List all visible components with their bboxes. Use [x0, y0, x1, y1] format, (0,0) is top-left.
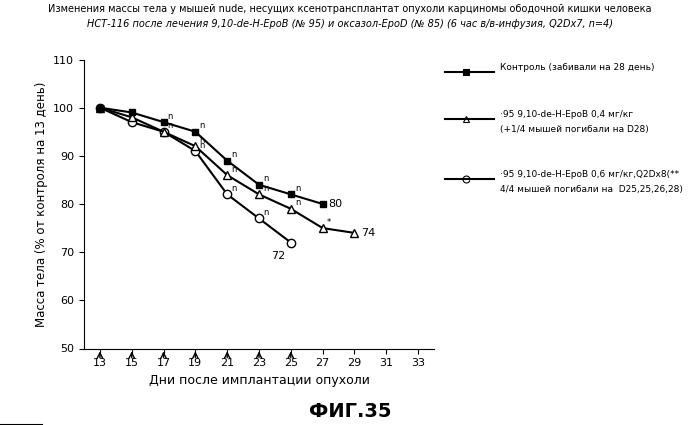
Text: n: n [263, 208, 269, 217]
Text: n: n [168, 122, 173, 130]
Y-axis label: Масса тела (% от контроля на 13 день): Масса тела (% от контроля на 13 день) [35, 81, 48, 327]
Text: n: n [199, 122, 205, 130]
Text: n: n [295, 184, 300, 193]
Text: n: n [231, 184, 237, 193]
Text: ФИГ.35: ФИГ.35 [309, 402, 391, 421]
Text: n: n [199, 136, 205, 145]
Text: n: n [263, 174, 269, 183]
Text: НСТ-116 после лечения 9,10-de-H-EpoB (№ 95) и оксазол-EpoD (№ 85) (6 час в/в-инф: НСТ-116 после лечения 9,10-de-H-EpoB (№ … [87, 19, 613, 29]
Text: (+1/4 мышей погибали на D28): (+1/4 мышей погибали на D28) [500, 125, 650, 134]
X-axis label: Дни после имплантации опухоли: Дни после имплантации опухоли [148, 374, 370, 387]
Text: n: n [199, 141, 205, 150]
Text: Изменения массы тела у мышей nude, несущих ксенотрансплантат опухоли карциномы о: Изменения массы тела у мышей nude, несущ… [48, 4, 652, 14]
Text: 74: 74 [361, 228, 376, 238]
Text: ·95 9,10-de-H-EpoB 0,4 мг/кг: ·95 9,10-de-H-EpoB 0,4 мг/кг [500, 110, 634, 119]
Text: 72: 72 [271, 251, 286, 261]
Text: 80: 80 [328, 199, 342, 209]
Text: n: n [231, 150, 237, 159]
Text: n: n [263, 184, 269, 193]
Text: n: n [168, 112, 173, 121]
Text: n: n [295, 198, 300, 207]
Text: ·95 9,10-de-H-EpoB 0,6 мг/кг,Q2Dx8(**: ·95 9,10-de-H-EpoB 0,6 мг/кг,Q2Dx8(** [500, 170, 680, 179]
Text: *: * [327, 218, 331, 227]
Text: 4/4 мышей погибали на  D25,25,26,28): 4/4 мышей погибали на D25,25,26,28) [500, 184, 683, 194]
Text: Контроль (забивали на 28 день): Контроль (забивали на 28 день) [500, 63, 655, 73]
Text: n: n [231, 165, 237, 174]
